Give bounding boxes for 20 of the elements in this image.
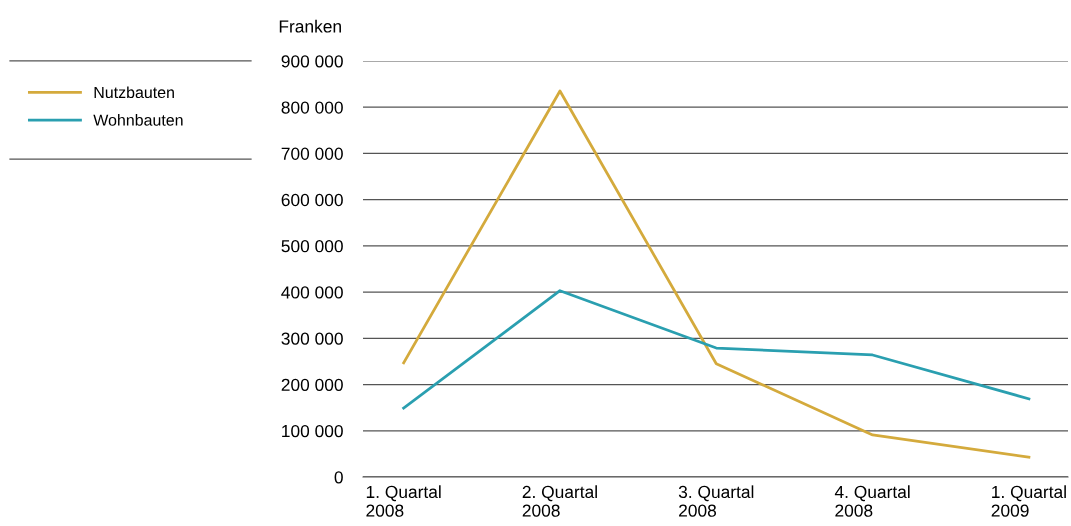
- y-axis-title: Franken: [279, 19, 341, 33]
- x-tick-label: 1. Quartal 2009: [991, 485, 1066, 517]
- x-tick-label: 2. Quartal 2008: [522, 485, 597, 517]
- y-tick-label: 700 000: [281, 147, 343, 160]
- y-tick-label: 200 000: [281, 378, 343, 392]
- y-tick-label: 600 000: [281, 193, 343, 207]
- y-tick-label: 400 000: [281, 286, 343, 299]
- line-series: [402, 289, 1031, 410]
- y-tick-label: 800 000: [281, 101, 343, 114]
- x-tick-label: 4. Quartal 2008: [834, 485, 910, 517]
- y-tick-label: 900 000: [281, 55, 343, 68]
- x-tick-label: 1. Quartal 2008: [366, 485, 441, 517]
- y-tick-label: 0: [334, 471, 343, 484]
- y-tick-label: 300 000: [281, 332, 343, 345]
- x-tick-label: 3. Quartal 2008: [678, 485, 754, 517]
- legend-label: Wohnbauten: [93, 114, 183, 126]
- line-series: [402, 89, 1031, 459]
- y-tick-label: 500 000: [281, 240, 343, 253]
- legend-label: Nutzbauten: [94, 86, 174, 99]
- y-tick-label: 100 000: [282, 424, 343, 438]
